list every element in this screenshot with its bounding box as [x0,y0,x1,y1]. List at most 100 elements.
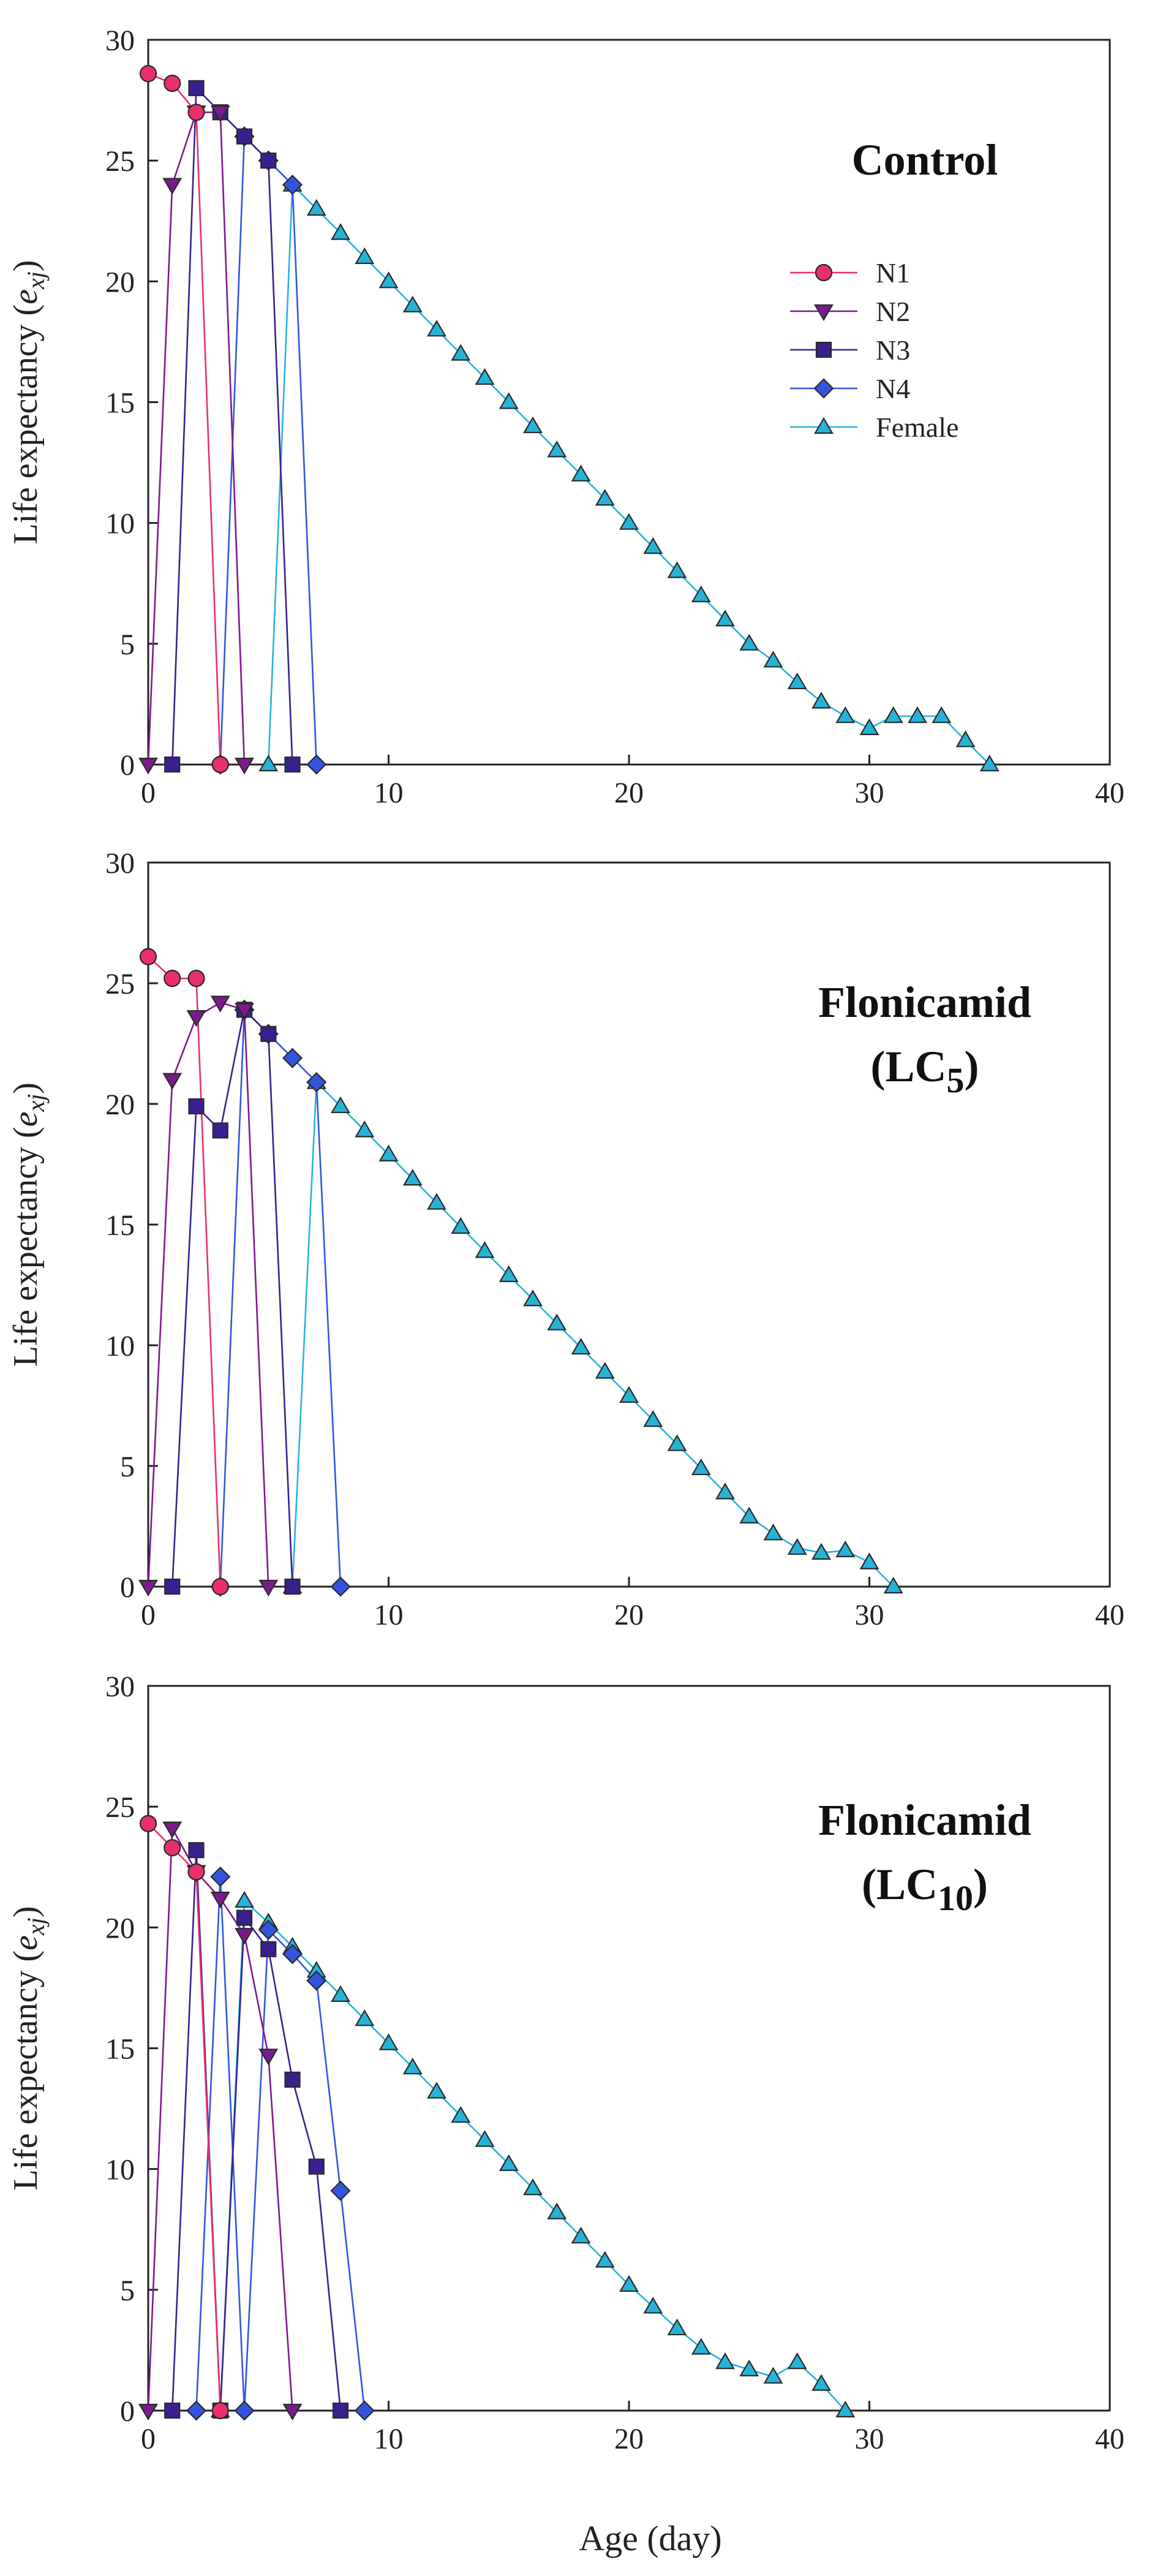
chart-subtitle: (LC10) [862,1860,988,1918]
x-tick-label: 30 [855,2423,884,2455]
x-tick-label: 20 [614,1599,644,1631]
point-n2 [210,1891,230,1909]
plot-frame [147,1685,1111,2412]
chart-legend: N1 N2 N3 N4 Female [790,257,958,443]
point-n3 [284,1578,301,1595]
point-female [523,416,543,434]
point-female [306,198,326,216]
y-tick-label: 10 [105,1330,135,1362]
point-female [258,754,279,772]
point-n3 [236,128,253,145]
point-female [475,368,495,385]
point-female [595,2251,615,2268]
series-line-n2 [147,1825,293,2411]
y-tick-label: 20 [105,1912,135,1944]
point-female [475,2130,495,2147]
legend-marker [814,417,834,434]
x-axis-label: Age (day) [579,2518,722,2558]
point-female [595,1362,615,1379]
point-n3 [164,1578,181,1595]
point-female [547,440,567,458]
chart-panel-1: 0 5 10 15 20 25 30 0 10 20 30 40 Life expectancy (ex… [7,25,1124,809]
y-axis-label: Life expectancy (exj) [7,1906,50,2190]
point-female [643,537,663,554]
y-axis-label-sub: xj [22,1094,50,1112]
point-female [402,1168,423,1186]
point-n4 [186,2400,207,2421]
point-female [378,2033,399,2050]
point-female [427,320,446,337]
y-axis-label-sub: xj [22,271,50,290]
chart-subtitle-sub: 5 [947,1060,965,1100]
y-axis-label-text: Life expectancy ( [7,1951,45,2191]
point-n3 [260,153,277,169]
point-female [811,2374,831,2391]
y-tick-label: 10 [105,508,135,540]
y-tick-label: 30 [105,847,135,880]
point-female [691,585,711,603]
series-line-n2 [147,111,246,765]
point-n1 [139,65,157,83]
point-female [595,489,615,506]
y-tick-label: 15 [105,387,135,420]
x-tick-label: 40 [1095,1599,1124,1631]
point-n3 [260,1025,277,1042]
series-line-n3 [171,1008,293,1587]
y-axis-label-var: e [7,1111,45,1127]
point-female [547,1313,567,1331]
point-female [859,718,879,735]
point-n3 [188,80,205,96]
chart-subtitle-text: (LC [862,1860,938,1909]
point-n2 [235,1928,254,1945]
x-tick-label: 40 [1095,2423,1124,2455]
series-line-n2 [147,1002,269,1587]
legend-label: Female [876,412,958,443]
point-female [331,223,350,240]
point-female [691,1458,711,1476]
legend-label: N4 [876,373,910,404]
point-n4 [282,1048,303,1068]
x-tick-label: 10 [374,1599,404,1631]
point-female [378,271,399,289]
y-tick-label: 5 [120,629,135,661]
point-female [643,2297,663,2314]
point-female [402,295,423,312]
point-n4 [306,1970,327,1991]
point-female [667,561,687,578]
point-female [378,1144,399,1161]
y-axis-label-sub: xj [22,1917,50,1936]
point-female [787,1538,807,1555]
x-tick-label: 10 [374,2423,404,2455]
point-female [667,1434,687,1451]
chart-title: Control [852,135,998,184]
point-female [451,1217,471,1234]
point-n2 [235,1003,254,1020]
x-tick-label: 20 [614,777,644,809]
point-n2 [138,1579,158,1597]
point-female [451,344,471,361]
point-n2 [282,2403,303,2421]
y-axis-label: Life expectancy (exj) [7,1082,50,1367]
plot-frame [147,861,1111,1588]
series-line-n3 [171,86,293,765]
legend-marker [815,263,833,282]
point-n3 [308,2158,325,2175]
chart-title: Flonicamid [818,1796,1031,1845]
point-n4 [282,175,303,195]
point-female [787,2352,807,2370]
point-female [739,633,759,651]
point-n4 [306,1071,327,1093]
point-n2 [138,2403,158,2421]
point-n3 [284,2071,301,2088]
y-tick-label: 15 [105,2033,135,2066]
point-female [499,392,519,409]
legend-marker [813,378,834,399]
y-tick-label: 30 [105,25,135,57]
y-tick-label: 25 [105,145,135,178]
chart-title: Flonicamid [818,978,1031,1027]
y-axis-label-var: e [7,1935,45,1951]
point-n1 [211,1577,229,1596]
point-n1 [139,1815,157,1832]
